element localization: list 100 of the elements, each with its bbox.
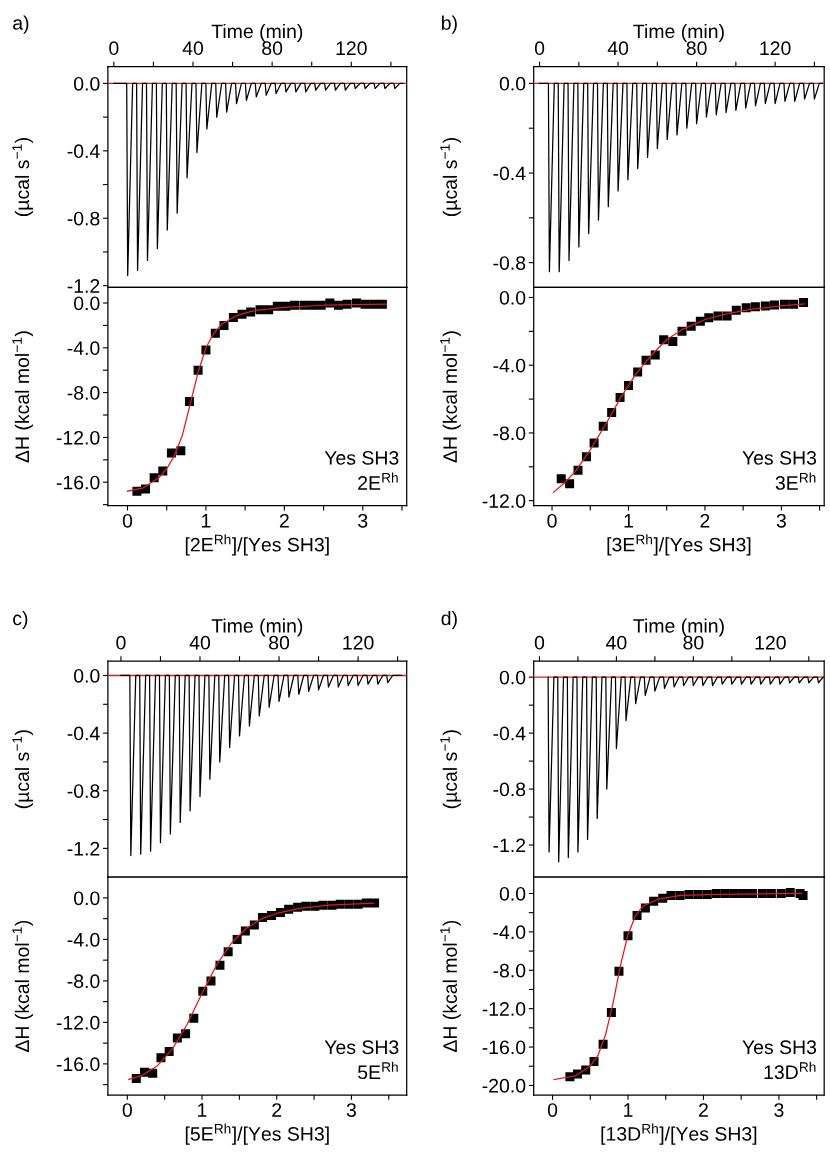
annotation: 2E$^{Rh}$ xyxy=(358,472,398,490)
y-tick-label: -0.8 xyxy=(67,784,100,798)
y-tick-label: 0.0 xyxy=(499,76,526,91)
annotation: 13D$^{Rh}$ xyxy=(764,1061,816,1080)
x-tick-label: 3 xyxy=(776,513,786,528)
point xyxy=(565,479,575,489)
x-tick-label: 40 xyxy=(189,635,211,650)
x-tick-label: 0 xyxy=(534,41,545,56)
annotation: Yes SH3 xyxy=(742,451,817,465)
y-tick-label: -16.0 xyxy=(482,1040,526,1055)
x-tick-label: 0 xyxy=(534,635,545,650)
y-tick-label: -8.0 xyxy=(493,426,526,441)
chart-title: a) xyxy=(13,15,29,34)
chart-title: c) xyxy=(13,610,28,630)
x-tick-label: 2 xyxy=(272,1103,282,1117)
y-tick-label: -8.0 xyxy=(67,974,100,989)
x-axis-title: [5E$^{Rh}$]/[Yes SH3] xyxy=(185,1123,329,1145)
x-axis-title: Time (min) xyxy=(211,23,303,43)
chart-title: b) xyxy=(441,15,457,34)
x-axis-title: [13D$^{Rh}$]/[Yes SH3] xyxy=(601,1123,757,1145)
y-tick-label: -0.8 xyxy=(67,211,100,226)
line-series xyxy=(538,82,823,273)
annotation: Yes SH3 xyxy=(324,1040,399,1055)
x-axis-title: [2E$^{Rh}$]/[Yes SH3] xyxy=(185,534,329,556)
x-tick-label: 2 xyxy=(279,513,289,528)
x-tick-label: 0 xyxy=(116,635,126,650)
y-axis-title: ΔH (kcal mol$^{−1}$) xyxy=(12,331,33,463)
y-tick-label: 0.0 xyxy=(73,668,100,683)
y-tick-label: -8.0 xyxy=(493,963,526,978)
y-tick-label: -1.2 xyxy=(67,279,100,293)
x-tick-label: 3 xyxy=(774,1103,784,1117)
y-tick-label: -16.0 xyxy=(56,475,100,490)
chart-title: d) xyxy=(441,610,457,630)
x-tick-label: 80 xyxy=(683,635,704,650)
annotation: Yes SH3 xyxy=(324,451,399,465)
x-tick-label: 3 xyxy=(346,1103,356,1117)
annotation: 5E$^{Rh}$ xyxy=(358,1061,398,1080)
y-tick-label: -4.0 xyxy=(67,341,100,356)
x-tick-label: 2 xyxy=(699,1103,708,1117)
x-tick-label: 0 xyxy=(547,1103,558,1117)
y-tick-label: -0.4 xyxy=(493,726,526,741)
x-tick-label: 2 xyxy=(700,513,710,528)
x-tick-label: 40 xyxy=(182,41,204,56)
y-tick-label: -1.2 xyxy=(493,838,526,853)
y-axis-title: ΔH (kcal mol$^{−1}$) xyxy=(440,331,461,463)
point xyxy=(556,474,566,484)
x-tick-label: 40 xyxy=(606,635,627,650)
x-tick-label: 0 xyxy=(122,1103,132,1117)
y-tick-label: -8.0 xyxy=(67,386,100,400)
y-tick-label: -0.4 xyxy=(67,144,100,159)
y-tick-label: -16.0 xyxy=(56,1057,100,1072)
x-tick-label: 120 xyxy=(755,635,786,650)
y-axis-title: (µcal s$^{−1}$) xyxy=(12,138,33,216)
y-tick-label: 0.0 xyxy=(499,670,526,685)
annotation: 3E$^{Rh}$ xyxy=(775,472,816,490)
point xyxy=(176,446,186,456)
x-tick-label: 1 xyxy=(624,1103,633,1117)
y-tick-label: -12.0 xyxy=(56,430,100,445)
x-tick-label: 1 xyxy=(624,514,633,528)
y-axis-title: (µcal s$^{−1}$) xyxy=(12,730,33,809)
y-tick-label: 0.0 xyxy=(73,296,100,311)
y-tick-label: -12.0 xyxy=(482,1002,526,1016)
x-tick-label: 0 xyxy=(122,513,133,528)
x-tick-label: 120 xyxy=(343,635,374,650)
y-tick-label: -4.0 xyxy=(67,932,100,947)
y-tick-label: -0.8 xyxy=(493,256,526,270)
x-tick-label: 3 xyxy=(358,513,368,528)
y-tick-label: -0.4 xyxy=(493,166,526,181)
x-tick-label: 80 xyxy=(686,41,707,56)
x-tick-label: 80 xyxy=(269,635,290,650)
y-tick-label: -4.0 xyxy=(493,358,526,373)
x-tick-label: 80 xyxy=(262,41,283,56)
x-tick-label: 0 xyxy=(109,41,119,56)
y-tick-label: -12.0 xyxy=(56,1015,100,1030)
x-tick-label: 40 xyxy=(607,41,629,56)
x-tick-label: 120 xyxy=(760,41,791,56)
y-tick-label: -1.2 xyxy=(67,841,100,856)
x-axis-title: Time (min) xyxy=(211,618,303,637)
y-tick-label: -12.0 xyxy=(482,494,526,508)
line-series xyxy=(113,82,404,277)
x-axis-title: Time (min) xyxy=(633,618,724,637)
x-axis-title: [3E$^{Rh}$]/[Yes SH3] xyxy=(607,534,751,556)
y-tick-label: 0.0 xyxy=(73,76,100,91)
x-tick-label: 1 xyxy=(202,514,211,528)
y-tick-label: -4.0 xyxy=(493,925,526,940)
y-tick-label: -0.4 xyxy=(67,726,100,741)
x-tick-label: 0 xyxy=(547,513,557,528)
point xyxy=(148,1068,158,1078)
y-tick-label: 0.0 xyxy=(73,891,100,906)
x-tick-label: 120 xyxy=(336,41,367,56)
y-tick-label: 0.0 xyxy=(499,290,526,305)
line-series xyxy=(120,674,403,857)
point xyxy=(668,337,678,347)
y-tick-label: -0.8 xyxy=(493,782,526,797)
y-tick-label: 0.0 xyxy=(499,886,526,901)
y-axis-title: (µcal s$^{−1}$) xyxy=(440,138,461,216)
x-axis-title: Time (min) xyxy=(633,23,724,43)
y-axis-title: ΔH (kcal mol$^{−1}$) xyxy=(12,920,33,1052)
x-tick-label: 1 xyxy=(198,1103,207,1117)
y-axis-title: ΔH (kcal mol$^{−1}$) xyxy=(440,920,461,1052)
